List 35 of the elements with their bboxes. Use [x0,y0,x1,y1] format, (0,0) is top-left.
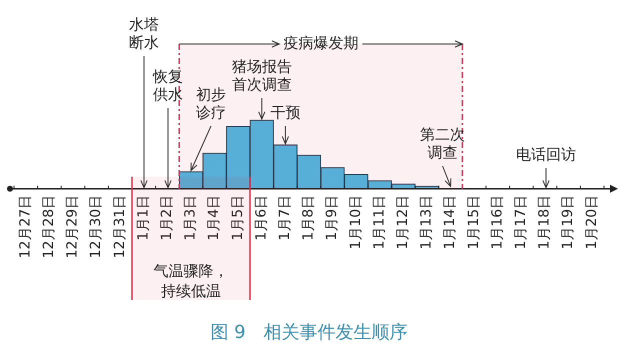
annotation: 第二次调查 [420,125,466,162]
annotation: 干预 [270,103,300,122]
x-tick-label: 12月30日 [88,194,104,258]
x-tick-label: 1月20日 [584,194,600,250]
x-tick-label: 1月6日 [253,194,270,241]
x-tick-label: 12月31日 [112,194,128,258]
x-tick-label: 1月13日 [418,194,435,250]
x-tick-label: 1月3日 [182,194,199,241]
x-tick-label: 12月27日 [17,194,34,258]
annotation: 猪场报告首次调查 [232,57,292,94]
text: 水塔断水 [129,15,159,52]
x-tick-label: 1月1日 [135,194,152,241]
x-tick-label: 1月12日 [395,194,412,250]
text: 图 9 相关事件发生顺序 [210,322,408,343]
x-tick-label: 12月29日 [64,194,81,258]
x-tick-label: 1月7日 [277,194,294,241]
x-tick-label: 1月9日 [324,194,340,241]
x-tick-label: 12月28日 [41,194,58,258]
band-label: 疫病爆发期 [283,34,358,52]
x-tick-label: 1月11日 [371,194,388,250]
x-tick-label: 1月15日 [466,194,482,250]
x-tick-label: 1月19日 [560,194,576,250]
x-tick-label: 1月16日 [489,194,506,250]
x-tick-label: 1月4日 [206,194,222,241]
x-tick-label: 1月2日 [159,194,176,241]
text: 恢复供水 [152,67,183,104]
x-tick-label: 1月14日 [442,194,458,250]
annotation: 电话回访 [516,145,576,164]
x-tick-label: 1月10日 [348,194,364,250]
x-tick-label: 1月5日 [230,194,246,241]
x-tick-label: 1月18日 [536,194,553,250]
band-label: 气温骤降，持续低温 [154,262,228,300]
annotation: 初步诊疗 [196,85,226,122]
x-tick-label: 1月17日 [513,194,530,250]
x-tick-label: 1月8日 [300,194,317,241]
